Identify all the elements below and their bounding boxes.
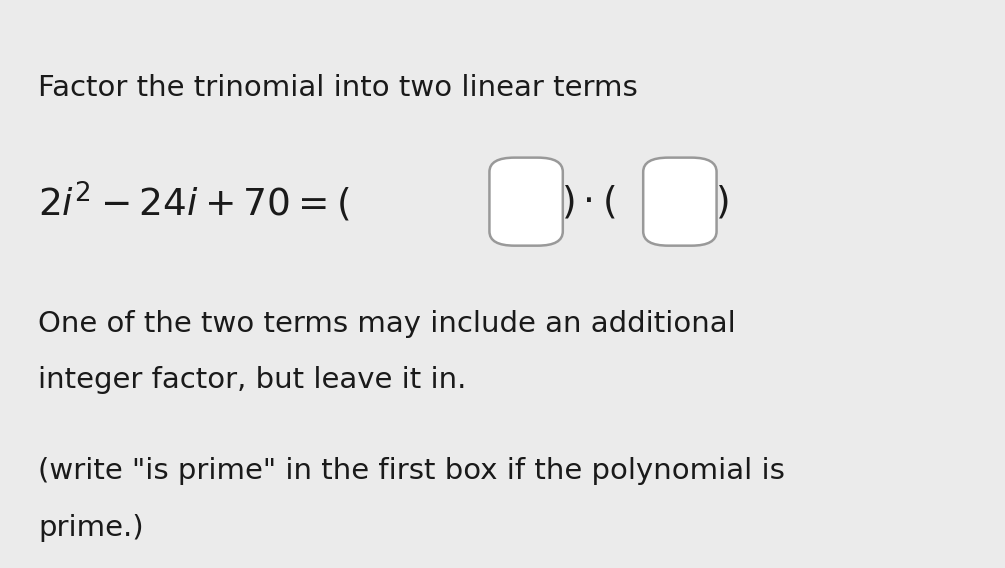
- Text: Factor the trinomial into two linear terms: Factor the trinomial into two linear ter…: [38, 74, 638, 102]
- FancyBboxPatch shape: [489, 157, 563, 245]
- Text: One of the two terms may include an additional: One of the two terms may include an addi…: [38, 310, 736, 337]
- Text: $)$: $)$: [715, 183, 728, 220]
- Text: integer factor, but leave it in.: integer factor, but leave it in.: [38, 366, 466, 394]
- Text: (write "is prime" in the first box if the polynomial is: (write "is prime" in the first box if th…: [38, 457, 785, 485]
- FancyBboxPatch shape: [643, 157, 717, 245]
- Text: $2i^2 - 24i + 70 = ($: $2i^2 - 24i + 70 = ($: [38, 179, 351, 224]
- Text: prime.): prime.): [38, 514, 144, 542]
- Text: $) \cdot ($: $) \cdot ($: [561, 183, 616, 220]
